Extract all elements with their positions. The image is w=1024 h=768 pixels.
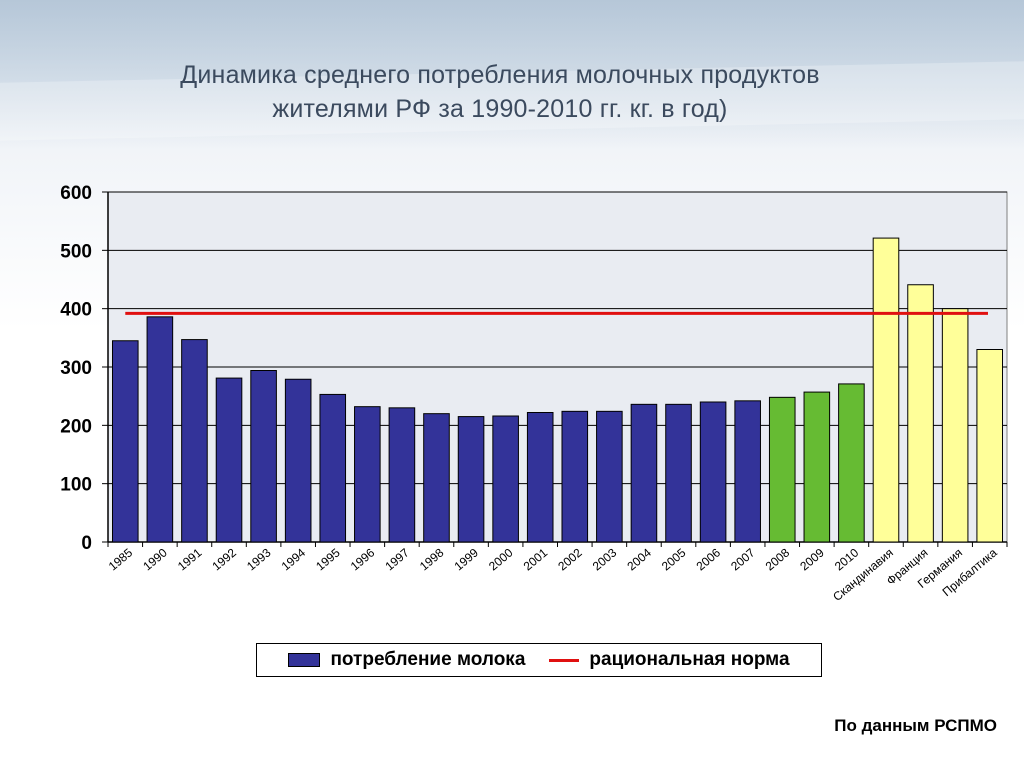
legend-label-norm: рациональная норма: [589, 649, 790, 670]
bar-1996: [354, 406, 381, 543]
x-tick-label: 1999: [452, 545, 482, 573]
x-tick-label: 1990: [140, 545, 170, 573]
bar-1992: [215, 377, 243, 543]
bar-Германия: [941, 308, 969, 543]
y-tick-label: 300: [60, 358, 92, 379]
bar-1999: [457, 416, 485, 543]
y-tick-label: 200: [60, 416, 92, 437]
x-tick-label: 1996: [348, 545, 378, 573]
bar-2010: [838, 383, 865, 543]
legend: потребление молока рациональная норма: [256, 643, 822, 677]
x-tick-label: 1991: [175, 545, 205, 573]
bar-Прибалтика: [976, 349, 1004, 543]
bar-1997: [388, 407, 416, 543]
bar-2003: [596, 410, 623, 543]
x-tick-label: 2002: [555, 545, 585, 573]
bar-1998: [423, 413, 450, 543]
x-tick-label: 2006: [694, 545, 724, 573]
x-tick-label: 1995: [313, 545, 343, 573]
chart-title-line-2: жителями РФ за 1990-2010 гг. кг. в год): [272, 95, 728, 123]
x-tick-label: 2008: [763, 545, 793, 573]
bar-1990: [146, 316, 174, 543]
y-tick-label: 500: [60, 241, 92, 262]
bar-2009: [803, 391, 831, 543]
bar-2004: [630, 403, 658, 543]
y-tick-label: 0: [81, 533, 92, 554]
bar-2007: [734, 400, 761, 543]
x-tick-label: 2001: [521, 545, 551, 573]
y-tick-label: 400: [60, 300, 92, 321]
x-tick-label: 2009: [797, 545, 827, 573]
bar-1993: [250, 370, 277, 543]
legend-swatch-norm: [549, 658, 580, 662]
x-tick-label: 1993: [244, 545, 274, 573]
legend-swatch-consumption: [288, 653, 321, 667]
bar-2001: [526, 412, 554, 543]
chart-title: Динамика среднего потребления молочных п…: [0, 58, 1000, 126]
bar-1991: [181, 339, 208, 543]
bar-1985: [111, 340, 139, 543]
bar-Франция: [907, 284, 934, 543]
bar-2008: [768, 396, 796, 543]
bar-1994: [284, 378, 312, 543]
x-tick-label: 2007: [728, 545, 758, 573]
legend-label-consumption: потребление молока: [330, 649, 526, 670]
source-note: По данным РСПМО: [834, 716, 997, 735]
x-tick-label: 1985: [106, 545, 136, 573]
bar-1995: [319, 393, 347, 543]
x-tick-label: 2005: [659, 545, 689, 573]
x-tick-label: 2010: [832, 545, 862, 573]
bar-Скандинавия: [872, 237, 900, 543]
bar-2006: [699, 401, 727, 543]
x-tick-label: 1997: [382, 545, 412, 573]
y-tick-label: 100: [60, 475, 92, 496]
bar-2000: [492, 415, 519, 543]
x-tick-label: 1994: [279, 545, 309, 573]
x-tick-label: 2003: [590, 545, 620, 573]
x-tick-label: 2000: [486, 545, 516, 573]
x-tick-label: 2004: [624, 545, 654, 573]
bar-2002: [561, 410, 589, 543]
x-tick-label: 1998: [417, 545, 447, 573]
x-tick-label: 1992: [209, 545, 239, 573]
y-tick-label: 600: [60, 183, 92, 204]
bar-2005: [665, 403, 692, 543]
chart-title-line-1: Динамика среднего потребления молочных п…: [180, 61, 820, 89]
